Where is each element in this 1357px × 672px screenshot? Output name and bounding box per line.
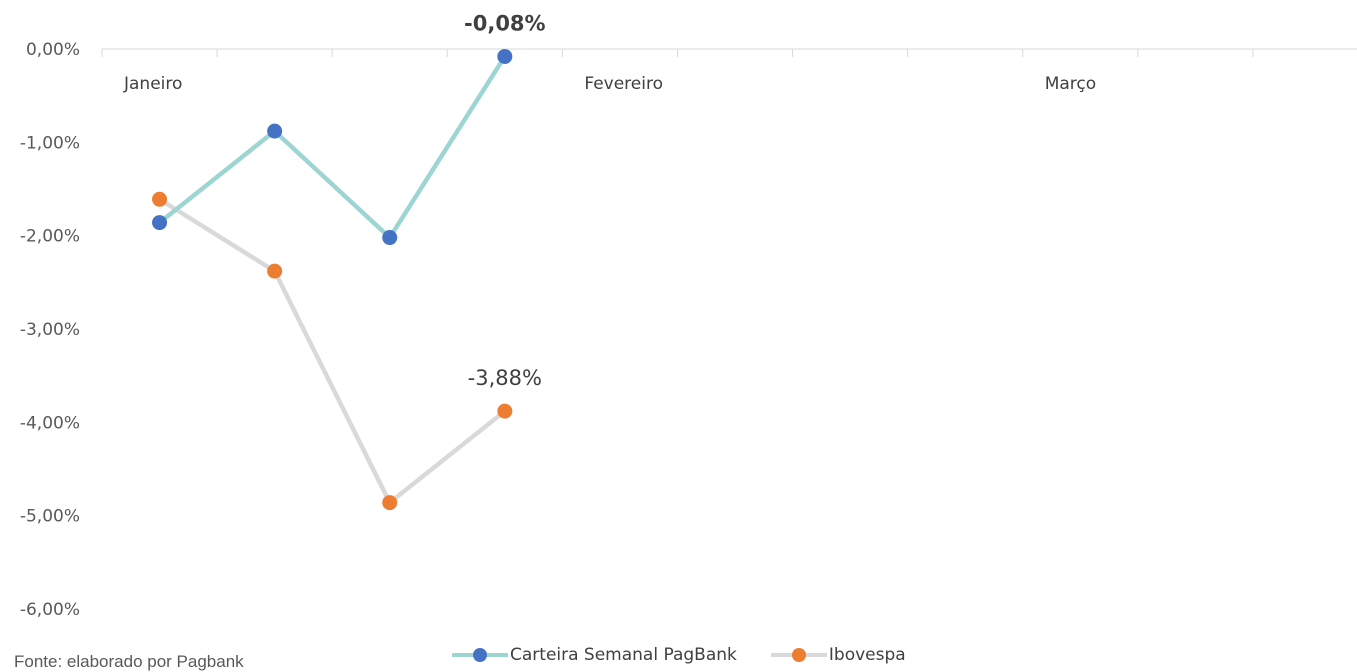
data-label-0: -0,08% — [464, 11, 546, 35]
y-tick-label: -1,00% — [20, 133, 80, 153]
x-category-label: Janeiro — [123, 74, 182, 94]
y-tick-label: -5,00% — [20, 507, 80, 527]
series-point-1 — [267, 263, 283, 279]
legend-label-ibovespa: Ibovespa — [828, 645, 906, 665]
legend-swatch-carteira — [452, 646, 508, 664]
source-note: Fonte: elaborado por Pagbank — [14, 652, 244, 671]
y-tick-label: 0,00% — [26, 40, 80, 60]
series-line-1 — [157, 197, 508, 505]
series-layer: -3,88% -0,08% — [152, 11, 546, 511]
y-axis-labels: 0,00% -1,00% -2,00% -3,00% -4,00% -5,00% -6,00… — [20, 40, 80, 620]
x-axis: Janeiro Fevereiro Março — [101, 48, 1357, 94]
legend-label-carteira: Carteira Semanal PagBank — [510, 645, 737, 665]
legend: Carteira Semanal PagBank Ibovespa — [452, 644, 940, 666]
data-label-1: -3,88% — [468, 366, 542, 390]
y-tick-label: -6,00% — [20, 600, 80, 620]
legend-item-carteira: Carteira Semanal PagBank — [452, 645, 737, 665]
series-point-0 — [497, 48, 513, 64]
series-point-0 — [267, 123, 283, 139]
y-tick-label: -2,00% — [20, 227, 80, 247]
y-tick-label: -4,00% — [20, 413, 80, 433]
x-category-label: Março — [1045, 74, 1096, 94]
x-category-label: Fevereiro — [584, 74, 663, 94]
y-tick-label: -3,00% — [20, 320, 80, 340]
legend-swatch-ibovespa — [770, 646, 827, 664]
series-point-0 — [382, 230, 398, 246]
series-line-0 — [157, 54, 508, 240]
series-point-1 — [152, 191, 168, 207]
legend-item-ibovespa: Ibovespa — [770, 645, 906, 665]
series-point-1 — [382, 495, 398, 511]
series-point-0 — [152, 215, 168, 231]
series-point-1 — [497, 403, 513, 419]
chart: 0,00% -1,00% -2,00% -3,00% -4,00% -5,00% -6,00… — [20, 11, 1357, 620]
